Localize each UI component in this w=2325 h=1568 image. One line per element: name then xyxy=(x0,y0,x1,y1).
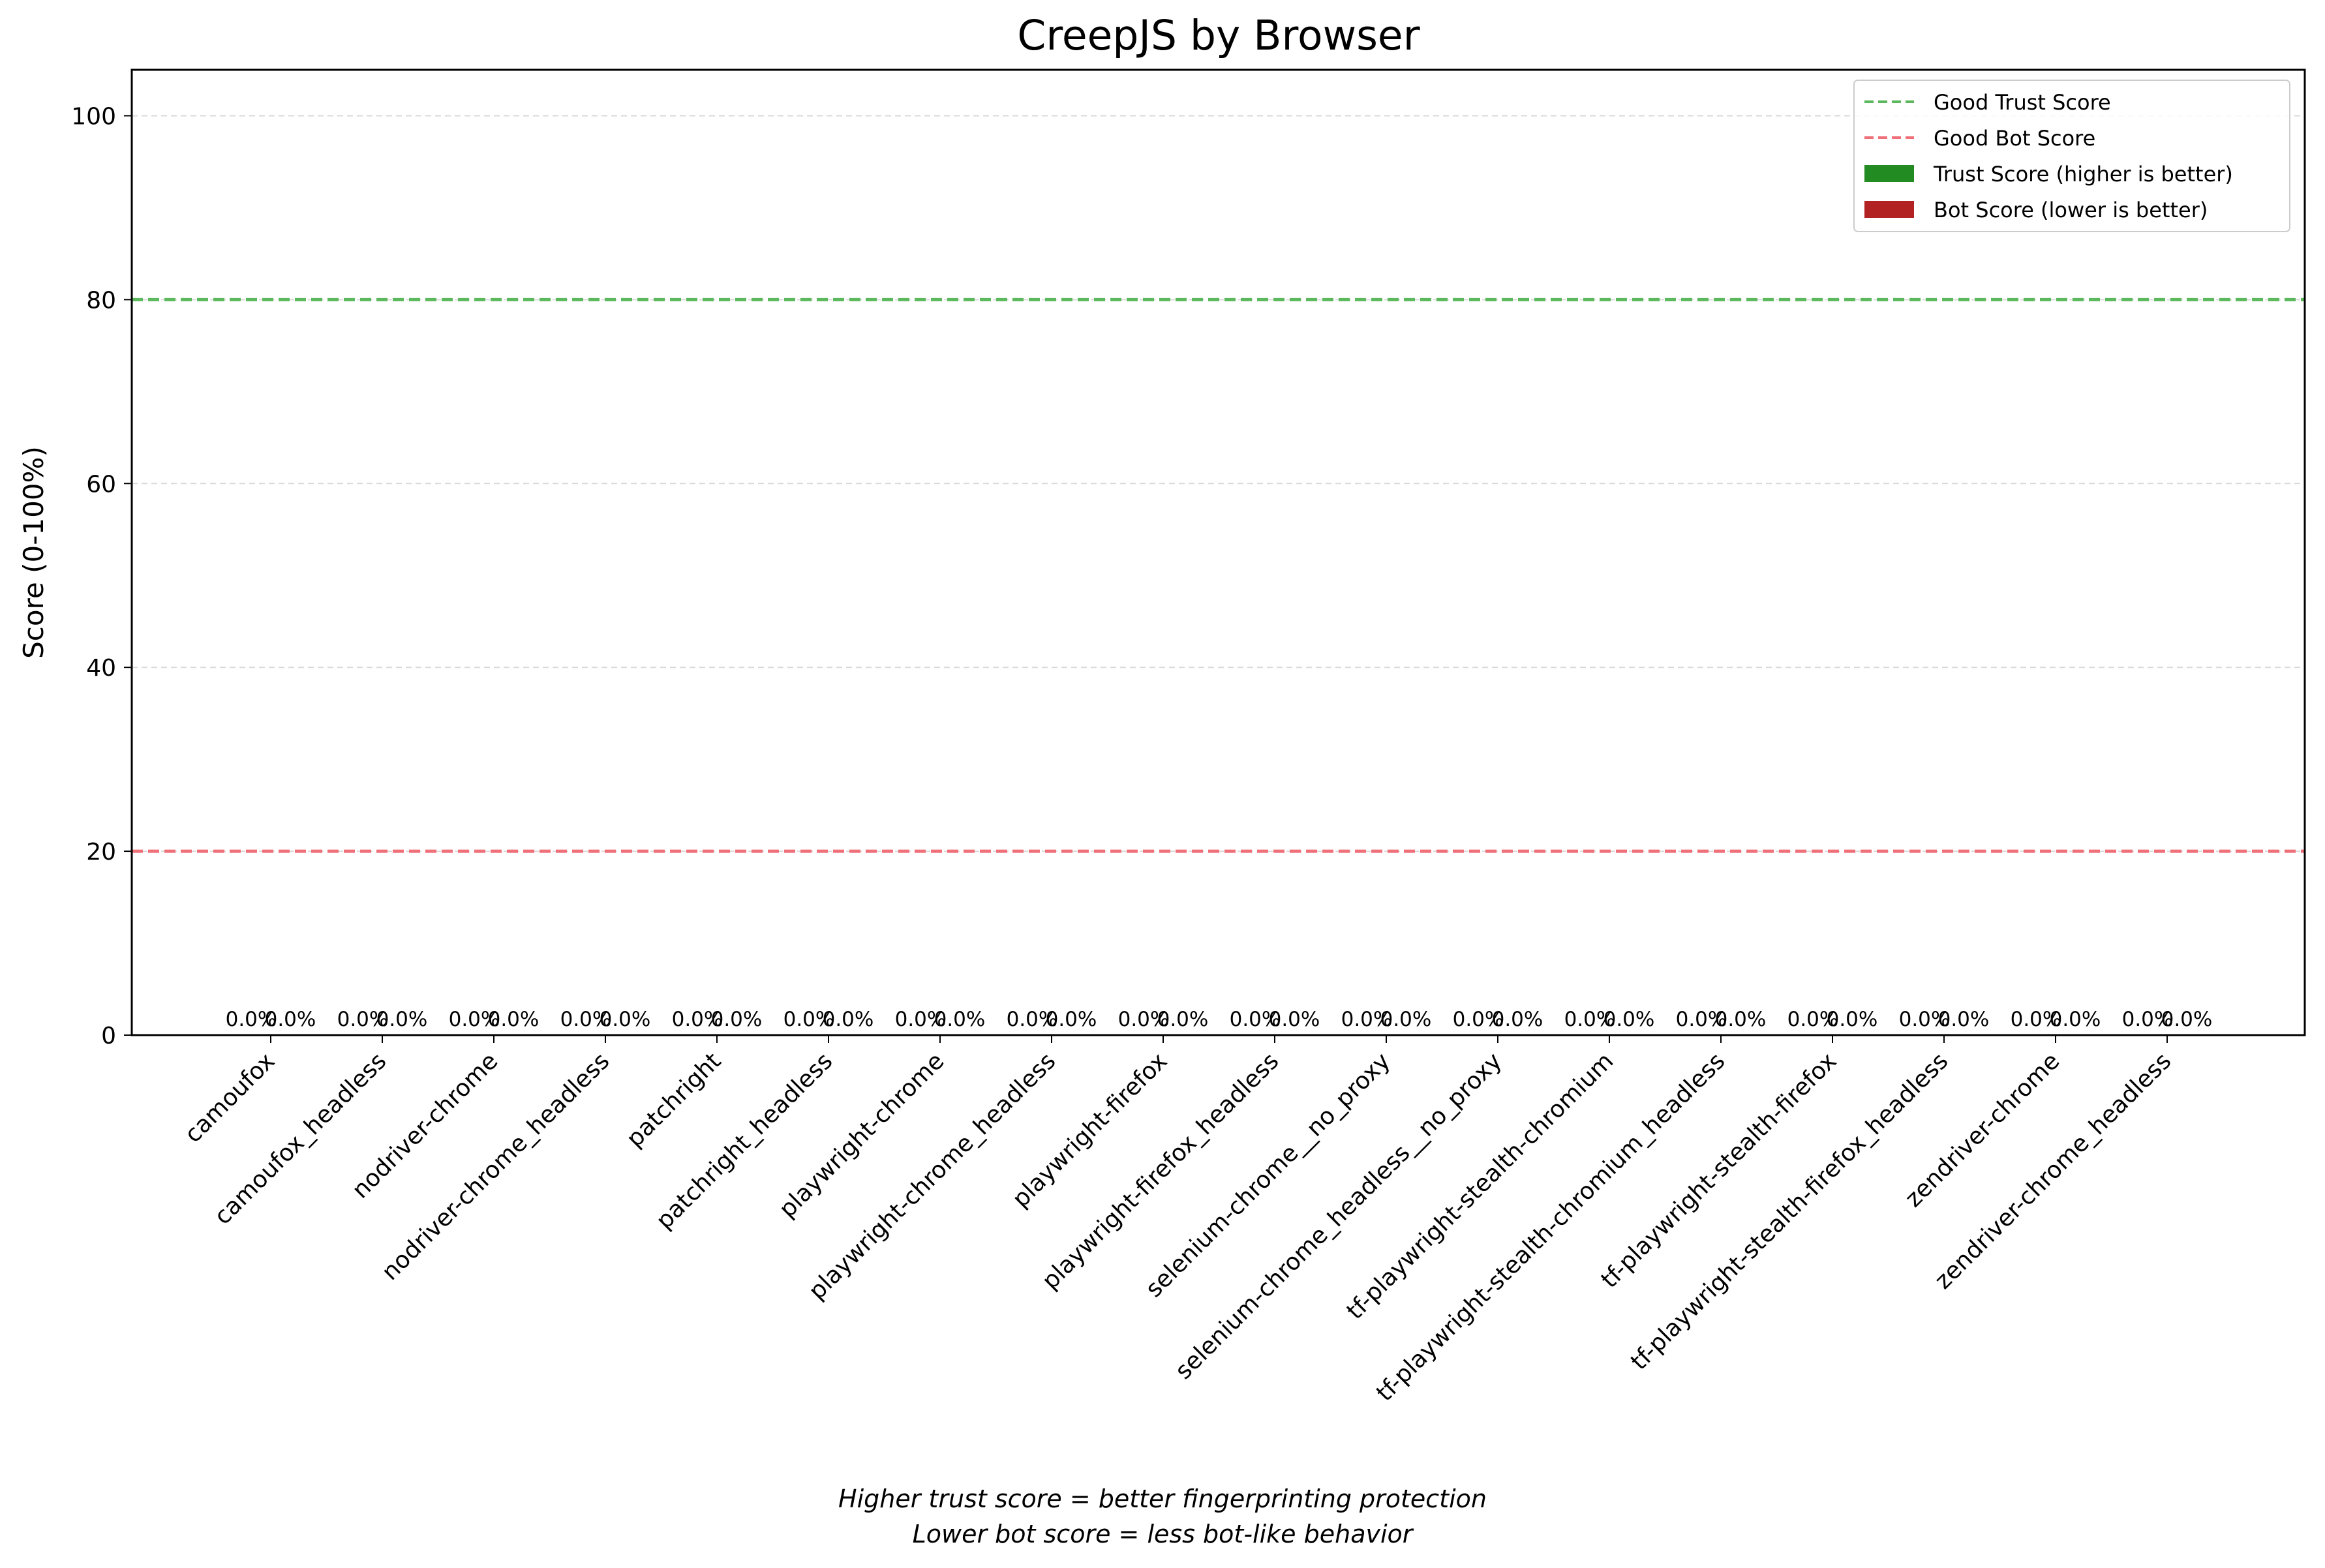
trust-value-label: 0.0% xyxy=(2122,1008,2174,1031)
legend-frame xyxy=(1853,80,2290,232)
bot-value-label: 0.0% xyxy=(376,1008,428,1031)
legend-trust-label: Trust Score (higher is better) xyxy=(1933,162,2233,187)
trust-value-label: 0.0% xyxy=(337,1008,389,1031)
bot-value-label: 0.0% xyxy=(488,1008,539,1031)
chart-title: CreepJS by Browser xyxy=(1017,12,1420,59)
trust-value-label: 0.0% xyxy=(1564,1008,1616,1031)
trust-value-label: 0.0% xyxy=(1676,1008,1727,1031)
trust-value-label: 0.0% xyxy=(449,1008,500,1031)
trust-value-label: 0.0% xyxy=(1007,1008,1058,1031)
bot-value-label: 0.0% xyxy=(2050,1008,2101,1031)
trust-value-label: 0.0% xyxy=(672,1008,723,1031)
trust-value-label: 0.0% xyxy=(1341,1008,1393,1031)
trust-value-label: 0.0% xyxy=(2011,1008,2062,1031)
legend-trust-swatch xyxy=(1864,165,1914,182)
trust-value-label: 0.0% xyxy=(1899,1008,1951,1031)
bot-value-label: 0.0% xyxy=(1603,1008,1655,1031)
reference-lines xyxy=(132,297,2305,853)
trust-value-label: 0.0% xyxy=(226,1008,277,1031)
trust-value-label: 0.0% xyxy=(1453,1008,1504,1031)
trust-value-label: 0.0% xyxy=(895,1008,947,1031)
trust-value-label: 0.0% xyxy=(1118,1008,1170,1031)
y-axis-ticks: 0 20 40 60 80 100 xyxy=(71,103,132,1049)
y-tick-label: 100 xyxy=(71,103,116,130)
legend-bot-swatch xyxy=(1864,201,1914,218)
bot-value-label: 0.0% xyxy=(711,1008,763,1031)
data-labels: 0.0% 0.0% 0.0% 0.0% 0.0% 0.0% 0.0% 0.0% 0.0% 0.0%… xyxy=(226,1008,2213,1031)
plot-frame xyxy=(130,68,2306,1036)
bot-value-label: 0.0% xyxy=(1046,1008,1097,1031)
y-axis-label: Score (0-100%) xyxy=(18,446,50,659)
bot-value-label: 0.0% xyxy=(1380,1008,1432,1031)
caption-line-2: Lower bot score = less bot-like behavior xyxy=(912,1520,1413,1548)
legend-bot-label: Bot Score (lower is better) xyxy=(1934,198,2208,222)
legend: Good Trust Score Good Bot Score Trust Sc… xyxy=(1853,80,2290,232)
trust-value-label: 0.0% xyxy=(1787,1008,1839,1031)
y-tick-label: 0 xyxy=(101,1023,116,1049)
y-tick-label: 60 xyxy=(86,471,116,498)
y-tick-label: 20 xyxy=(86,839,116,866)
bot-value-label: 0.0% xyxy=(1938,1008,1990,1031)
bot-value-label: 0.0% xyxy=(1157,1008,1209,1031)
bot-value-label: 0.0% xyxy=(2161,1008,2213,1031)
trust-value-label: 0.0% xyxy=(560,1008,612,1031)
trust-value-label: 0.0% xyxy=(783,1008,835,1031)
y-tick-label: 80 xyxy=(86,287,116,314)
bot-value-label: 0.0% xyxy=(1827,1008,1878,1031)
bot-value-label: 0.0% xyxy=(1492,1008,1543,1031)
bot-value-label: 0.0% xyxy=(265,1008,316,1031)
bot-value-label: 0.0% xyxy=(823,1008,874,1031)
y-tick-label: 40 xyxy=(86,655,116,682)
bot-value-label: 0.0% xyxy=(600,1008,651,1031)
legend-good-trust-label: Good Trust Score xyxy=(1934,90,2111,115)
bot-value-label: 0.0% xyxy=(934,1008,986,1031)
legend-good-bot-label: Good Bot Score xyxy=(1934,126,2095,151)
bot-value-label: 0.0% xyxy=(1269,1008,1320,1031)
bot-value-label: 0.0% xyxy=(1715,1008,1767,1031)
trust-value-label: 0.0% xyxy=(1230,1008,1281,1031)
caption-line-1: Higher trust score = better fingerprinti… xyxy=(838,1485,1487,1513)
